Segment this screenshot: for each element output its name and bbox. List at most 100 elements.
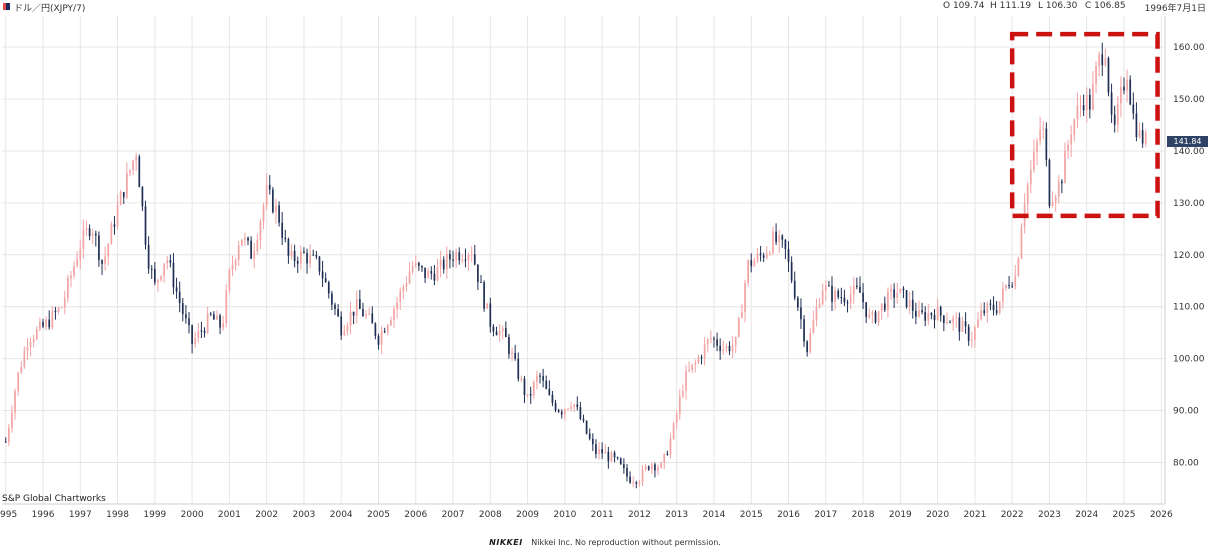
candle-body <box>824 285 827 291</box>
candle-body <box>57 307 60 312</box>
candle-body <box>147 244 150 269</box>
candle-body <box>492 326 495 332</box>
candle-body <box>523 378 526 396</box>
candle-body <box>169 260 172 263</box>
candle-body <box>1064 150 1066 184</box>
candle-body <box>1061 181 1063 184</box>
x-tick-label: 2008 <box>479 510 502 520</box>
candle-body <box>601 448 603 454</box>
x-tick-label: 2013 <box>665 510 688 520</box>
candle-body <box>529 393 532 396</box>
candle-body <box>567 408 569 410</box>
candle-body <box>532 382 535 396</box>
candle-body <box>678 395 681 414</box>
y-tick-label: 130.00 <box>1173 199 1205 209</box>
candle-body <box>480 281 482 283</box>
candle-body <box>626 467 628 477</box>
candle-body <box>175 287 178 292</box>
candle-body <box>576 404 579 408</box>
candle-body <box>358 299 361 310</box>
candle-body <box>1051 202 1054 207</box>
candle-body <box>116 204 119 227</box>
candle-body <box>859 286 861 293</box>
candle-body <box>237 245 240 260</box>
candle-body <box>362 309 364 317</box>
candle-body <box>843 297 846 303</box>
candle-body <box>178 291 181 304</box>
x-tick-label: 2019 <box>889 510 912 520</box>
candle-body <box>619 458 622 465</box>
candle-body <box>272 189 274 213</box>
candle-body <box>321 271 324 279</box>
candle-body <box>424 267 426 279</box>
candle-body <box>1079 105 1082 107</box>
candle-body <box>787 249 790 263</box>
chart-title: ドル／円(XJPY/7) <box>14 4 86 14</box>
cursor-date: 1996年7月1日 <box>1144 4 1206 14</box>
candle-body <box>573 404 576 407</box>
x-tick-label: 2024 <box>1075 510 1098 520</box>
candle-body <box>390 319 392 326</box>
candle-body <box>101 260 103 264</box>
candle-body <box>731 345 734 352</box>
series-color-icon <box>3 3 10 10</box>
y-tick-label: 100.00 <box>1173 355 1205 365</box>
x-tick-label: 1998 <box>106 510 129 520</box>
candle-body <box>284 237 287 240</box>
candle-body <box>703 344 706 359</box>
candle-body <box>244 237 246 240</box>
candle-body <box>1104 58 1107 66</box>
y-tick-label: 110.00 <box>1173 303 1205 313</box>
candle-body <box>663 453 666 463</box>
candle-body <box>504 328 507 338</box>
candle-body <box>54 310 57 312</box>
candle-body <box>610 452 613 462</box>
candle-body <box>635 482 638 484</box>
candle-body <box>1026 184 1029 204</box>
candle-body <box>324 278 327 283</box>
ohlc-high: H 111.19 <box>990 1 1032 11</box>
candle-body <box>899 288 902 293</box>
nikkei-logo: NIKKEI <box>489 538 523 547</box>
candle-body <box>228 269 231 291</box>
candle-body <box>234 259 237 266</box>
candle-body <box>918 310 920 317</box>
candle-body <box>837 290 840 298</box>
copyright-notice: Nikkei Inc. No reproduction without perm… <box>531 538 721 547</box>
candle-body <box>259 221 262 241</box>
candle-body <box>26 347 29 351</box>
candle-body <box>750 260 753 267</box>
candle-body <box>1132 104 1135 114</box>
candle-body <box>275 205 277 213</box>
candle-body <box>458 252 461 261</box>
candle-body <box>135 156 138 161</box>
candle-body <box>399 291 402 303</box>
candle-body <box>1123 86 1125 91</box>
candle-body <box>946 322 948 324</box>
price-chart[interactable]: 1995 1996 1997 1998 1999 2000 2001 2002 2003 2004… <box>0 14 1210 524</box>
candle-body <box>427 271 430 279</box>
candle-body <box>489 303 492 327</box>
candle-body <box>1005 285 1007 289</box>
candle-body <box>564 409 566 415</box>
candle-body <box>327 282 330 294</box>
candle-body <box>464 259 467 261</box>
candle-body <box>1098 54 1101 67</box>
candle-body <box>1095 66 1097 85</box>
candle-body <box>852 285 855 295</box>
x-tick-label: 2017 <box>814 510 837 520</box>
candle-body <box>486 303 489 309</box>
candle-body <box>303 251 305 253</box>
y-tick-label: 90.00 <box>1173 407 1199 417</box>
candle-body <box>700 357 703 359</box>
x-tick-label: 2022 <box>1001 510 1024 520</box>
candle-body <box>343 331 346 336</box>
candle-body <box>212 314 215 320</box>
candle-body <box>1067 144 1069 151</box>
candle-body <box>20 367 23 373</box>
candle-body <box>414 262 417 266</box>
candle-body <box>216 315 218 320</box>
candle-body <box>995 310 998 313</box>
candle-body <box>436 267 439 281</box>
x-tick-label: 2003 <box>292 510 315 520</box>
